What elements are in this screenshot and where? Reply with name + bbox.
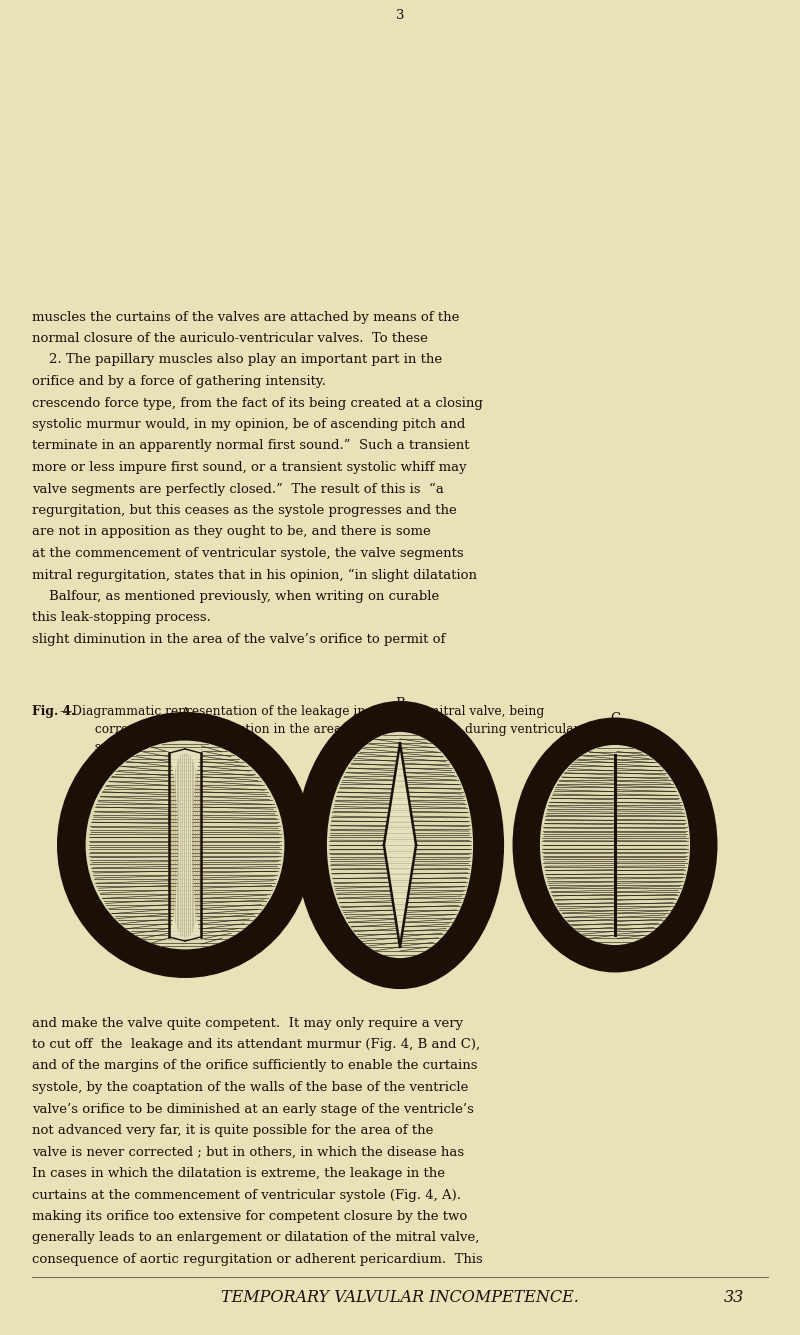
Text: B: B <box>395 697 405 710</box>
Ellipse shape <box>525 730 705 960</box>
Text: and of the margins of the orifice sufficiently to enable the curtains: and of the margins of the orifice suffic… <box>32 1060 478 1072</box>
Polygon shape <box>166 752 204 939</box>
Text: Balfour, as mentioned previously, when writing on curable: Balfour, as mentioned previously, when w… <box>32 590 439 603</box>
Text: valve is never corrected ; but in others, in which the disease has: valve is never corrected ; but in others… <box>32 1145 464 1159</box>
Polygon shape <box>384 744 416 947</box>
Text: more or less impure first sound, or a transient systolic whiff may: more or less impure first sound, or a tr… <box>32 461 466 474</box>
Text: 2. The papillary muscles also play an important part in the: 2. The papillary muscles also play an im… <box>32 354 442 367</box>
Text: valve segments are perfectly closed.”  The result of this is  “a: valve segments are perfectly closed.” Th… <box>32 482 444 495</box>
Ellipse shape <box>310 716 490 975</box>
Text: at the commencement of ventricular systole, the valve segments: at the commencement of ventricular systo… <box>32 547 464 559</box>
Ellipse shape <box>70 725 300 965</box>
Text: valve’s orifice to be diminished at an early stage of the ventricle’s: valve’s orifice to be diminished at an e… <box>32 1103 474 1116</box>
Text: orifice and by a force of gathering intensity.: orifice and by a force of gathering inte… <box>32 375 326 388</box>
Text: mitral regurgitation, states that in his opinion, “in slight dilatation: mitral regurgitation, states that in his… <box>32 569 477 582</box>
Text: —Diagrammatic representation of the leakage in a dilated mitral valve, being
   : —Diagrammatic representation of the leak… <box>60 705 579 754</box>
Text: not advanced very far, it is quite possible for the area of the: not advanced very far, it is quite possi… <box>32 1124 434 1137</box>
Text: are not in apposition as they ought to be, and there is some: are not in apposition as they ought to b… <box>32 526 430 538</box>
Text: In cases in which the dilatation is extreme, the leakage in the: In cases in which the dilatation is extr… <box>32 1167 445 1180</box>
Ellipse shape <box>540 745 690 945</box>
Text: TEMPORARY VALVULAR INCOMPETENCE.: TEMPORARY VALVULAR INCOMPETENCE. <box>221 1288 579 1306</box>
Text: curtains at the commencement of ventricular systole (Fig. 4, A).: curtains at the commencement of ventricu… <box>32 1188 461 1202</box>
Text: and make the valve quite competent.  It may only require a very: and make the valve quite competent. It m… <box>32 1016 463 1029</box>
Text: systole, by the coaptation of the walls of the base of the ventricle: systole, by the coaptation of the walls … <box>32 1081 468 1093</box>
Text: Fig. 4.: Fig. 4. <box>32 705 75 718</box>
Ellipse shape <box>327 732 473 959</box>
Text: terminate in an apparently normal first sound.”  Such a transient: terminate in an apparently normal first … <box>32 439 470 453</box>
Text: generally leads to an enlargement or dilatation of the mitral valve,: generally leads to an enlargement or dil… <box>32 1231 479 1244</box>
Text: C: C <box>610 712 620 725</box>
Text: 33: 33 <box>724 1288 744 1306</box>
Text: regurgitation, but this ceases as the systole progresses and the: regurgitation, but this ceases as the sy… <box>32 505 457 517</box>
Text: muscles the curtains of the valves are attached by means of the: muscles the curtains of the valves are a… <box>32 311 459 323</box>
Text: A: A <box>180 708 190 720</box>
Text: consequence of aortic regurgitation or adherent pericardium.  This: consequence of aortic regurgitation or a… <box>32 1254 482 1266</box>
Text: crescendo force type, from the fact of its being created at a closing: crescendo force type, from the fact of i… <box>32 396 483 410</box>
Text: slight diminution in the area of the valve’s orifice to permit of: slight diminution in the area of the val… <box>32 633 446 646</box>
Text: systolic murmur would, in my opinion, be of ascending pitch and: systolic murmur would, in my opinion, be… <box>32 418 466 431</box>
Text: to cut off  the  leakage and its attendant murmur (Fig. 4, B and C),: to cut off the leakage and its attendant… <box>32 1039 480 1051</box>
Text: 3: 3 <box>396 9 404 21</box>
Text: this leak-stopping process.: this leak-stopping process. <box>32 611 211 625</box>
Text: normal closure of the auriculo-ventricular valves.  To these: normal closure of the auriculo-ventricul… <box>32 332 428 344</box>
Ellipse shape <box>86 741 285 949</box>
Text: making its orifice too extensive for competent closure by the two: making its orifice too extensive for com… <box>32 1210 467 1223</box>
